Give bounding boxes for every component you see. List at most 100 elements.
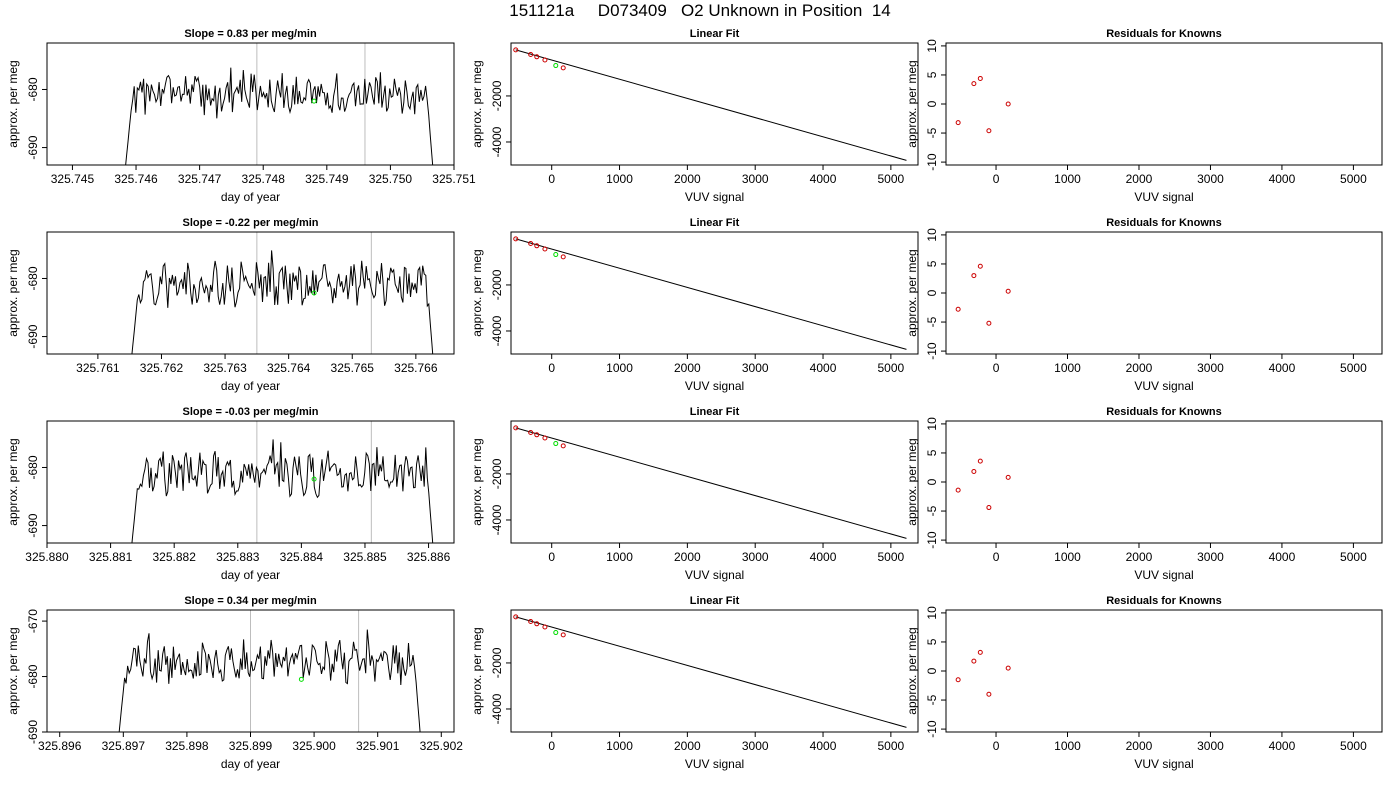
- y-tick-label: -670: [26, 609, 40, 633]
- known-point: [560, 443, 566, 449]
- panel-frame: [945, 231, 1383, 355]
- panel-4-2: Linear Fit 0 1000 2000 3000 4000 5000 -4000 -200…: [470, 595, 919, 771]
- x-tick-label: 1000: [1054, 172, 1081, 186]
- plot-area: [131, 232, 434, 354]
- plot-area: [131, 421, 434, 543]
- x-tick-label: 325.902: [420, 739, 464, 753]
- y-tick-label: -4000: [490, 504, 504, 535]
- plot-area: [955, 458, 1011, 511]
- y-tick-label: -5: [925, 505, 939, 516]
- x-tick-label: 325.901: [356, 739, 400, 753]
- x-tick-label: 325.883: [216, 550, 260, 564]
- x-tick-label: 325.762: [140, 361, 184, 375]
- known-point: [542, 435, 548, 441]
- plot-area: [955, 649, 1011, 697]
- panel-3-3: Residuals for Knowns 0 1000 2000 3000 4000 500…: [905, 406, 1383, 582]
- plot-area: [513, 425, 907, 539]
- x-tick-label: 325.881: [89, 550, 133, 564]
- known-point: [986, 128, 992, 134]
- y-tick-label: -5: [925, 127, 939, 138]
- data-series-line: [131, 439, 434, 543]
- y-tick-label: -680: [26, 664, 40, 688]
- x-tick-label: 325.749: [305, 172, 349, 186]
- y-tick-label: 5: [925, 449, 939, 456]
- y-tick-label: 10: [925, 606, 939, 620]
- known-point: [955, 306, 961, 312]
- x-tick-label: 325.750: [369, 172, 413, 186]
- known-point: [513, 614, 519, 620]
- x-tick-label: 4000: [1269, 550, 1296, 564]
- x-tick-label: 325.880: [25, 550, 69, 564]
- y-tick-label: -4000: [490, 693, 504, 724]
- x-tick-label: 325.898: [165, 739, 209, 753]
- fit-line: [515, 49, 907, 161]
- unknown-point: [553, 630, 559, 636]
- x-tick-label: 4000: [810, 361, 837, 375]
- panel-title: Residuals for Knowns: [1106, 595, 1222, 607]
- panel-2-3: Residuals for Knowns 0 1000 2000 3000 4000 500…: [905, 217, 1383, 393]
- x-tick-label: 3000: [1197, 739, 1224, 753]
- x-axis-label: VUV signal: [685, 757, 744, 771]
- data-series-line: [125, 67, 434, 165]
- y-tick-label: -4000: [490, 126, 504, 157]
- known-point: [534, 432, 540, 438]
- panel-1-3: Residuals for Knowns 0 1000 2000 3000 4000 500…: [905, 28, 1383, 204]
- unknown-point: [553, 63, 559, 69]
- x-tick-label: 0: [993, 739, 1000, 753]
- x-tick-label: 325.899: [229, 739, 273, 753]
- y-tick-label: -5: [925, 694, 939, 705]
- y-tick-label: 0: [925, 100, 939, 107]
- known-point: [955, 487, 961, 493]
- y-tick-label: -690: [26, 720, 40, 744]
- x-tick-label: 3000: [742, 361, 769, 375]
- x-tick-label: 4000: [1269, 739, 1296, 753]
- y-tick-label: 5: [925, 638, 939, 645]
- y-tick-label: -690: [26, 135, 40, 159]
- x-tick-label: 2000: [674, 361, 701, 375]
- y-tick-label: -2000: [490, 80, 504, 111]
- known-point: [534, 243, 540, 249]
- panel-frame: [46, 42, 455, 166]
- panel-frame: [945, 609, 1383, 733]
- y-tick-label: -10: [925, 153, 939, 171]
- y-tick-label: 0: [925, 478, 939, 485]
- y-tick-label: 0: [925, 289, 939, 296]
- data-series-line: [131, 250, 434, 354]
- plot-area: [513, 614, 907, 728]
- known-point: [560, 254, 566, 260]
- known-point: [986, 691, 992, 697]
- x-tick-label: 5000: [878, 361, 905, 375]
- known-point: [534, 621, 540, 627]
- plot-area: [513, 47, 907, 161]
- y-axis-label: approx. per meg: [470, 249, 484, 336]
- panel-title: Slope = 0.34 per meg/min: [184, 595, 317, 607]
- x-tick-label: 2000: [1126, 739, 1153, 753]
- x-tick-label: 3000: [1197, 172, 1224, 186]
- x-tick-label: 2000: [1126, 172, 1153, 186]
- panel-frame: [46, 231, 455, 355]
- y-axis-label: approx. per meg: [905, 60, 919, 147]
- x-tick-label: 325.764: [267, 361, 311, 375]
- x-tick-label: 4000: [810, 550, 837, 564]
- x-tick-label: 0: [993, 550, 1000, 564]
- unknown-point: [311, 98, 317, 104]
- x-tick-label: 5000: [1340, 172, 1367, 186]
- panel-frame: [510, 42, 919, 166]
- y-axis-label: approx. per meg: [905, 438, 919, 525]
- x-tick-label: 5000: [878, 739, 905, 753]
- known-point: [977, 458, 983, 464]
- x-tick-label: 325.896: [38, 739, 82, 753]
- x-tick-label: 325.745: [51, 172, 95, 186]
- x-tick-label: 325.886: [407, 550, 451, 564]
- x-tick-label: 4000: [810, 172, 837, 186]
- panel-title: Residuals for Knowns: [1106, 406, 1222, 418]
- x-tick-label: 2000: [674, 172, 701, 186]
- unknown-point: [311, 290, 317, 296]
- known-point: [977, 263, 983, 269]
- x-tick-label: 2000: [1126, 361, 1153, 375]
- x-tick-label: 325.765: [331, 361, 375, 375]
- known-point: [977, 649, 983, 655]
- x-tick-label: 325.884: [280, 550, 324, 564]
